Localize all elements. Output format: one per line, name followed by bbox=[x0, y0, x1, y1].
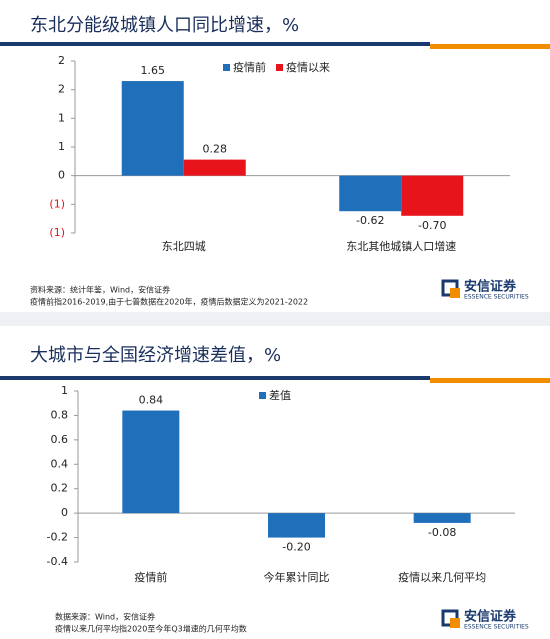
bar bbox=[401, 175, 464, 216]
legend-label: 疫情以来 bbox=[286, 60, 330, 74]
x-tick-label: 疫情前 bbox=[134, 570, 167, 584]
y-tick-label: -0.2 bbox=[47, 531, 68, 544]
y-tick-label: 0 bbox=[58, 169, 65, 182]
title-rule-accent bbox=[430, 44, 550, 49]
y-tick-label: 2 bbox=[58, 54, 65, 67]
logo-subtitle: ESSENCE SECURITIES bbox=[464, 294, 529, 301]
note: 疫情前指2016-2019,由于七普数据在2020年，疫情后数据定义为2021-… bbox=[30, 297, 308, 307]
legend-swatch bbox=[259, 392, 266, 399]
x-tick-label: 东北四城 bbox=[162, 240, 206, 253]
x-tick-label: 今年累计同比 bbox=[264, 570, 330, 584]
separator bbox=[0, 312, 550, 326]
chart-title: 东北分能级城镇人口同比增速，% bbox=[30, 15, 299, 36]
logo-icon bbox=[450, 618, 460, 628]
x-tick-label: 疫情以来几何平均 bbox=[398, 570, 486, 584]
data-label: -0.20 bbox=[282, 541, 310, 554]
y-tick-label: 0.4 bbox=[51, 457, 69, 470]
y-tick-label: 0.8 bbox=[51, 408, 69, 421]
legend-swatch bbox=[223, 64, 230, 71]
logo-icon bbox=[450, 288, 460, 298]
data-label: -0.08 bbox=[428, 526, 456, 539]
y-tick-label: -0.4 bbox=[47, 555, 68, 568]
y-tick-label: 0.6 bbox=[51, 433, 69, 446]
y-tick-label: 1 bbox=[61, 384, 68, 397]
note: 疫情以来几何平均指2020至今年Q3增速的几何平均数 bbox=[55, 624, 247, 634]
data-label: 0.84 bbox=[139, 394, 164, 407]
x-tick-label: 东北其他城镇人口增速 bbox=[346, 239, 456, 253]
title-rule-accent bbox=[430, 378, 550, 383]
y-tick-label: 0.2 bbox=[51, 482, 69, 495]
chart-title: 大城市与全国经济增速差值，% bbox=[30, 345, 281, 366]
data-label: 0.28 bbox=[203, 143, 228, 156]
y-tick-label: 1 bbox=[58, 111, 65, 124]
data-label: 1.65 bbox=[141, 64, 166, 77]
bar bbox=[268, 513, 325, 538]
title-rule bbox=[0, 376, 430, 380]
bar bbox=[121, 81, 184, 176]
legend-swatch bbox=[276, 64, 283, 71]
source: 资料来源：统计年鉴，Wind，安信证券 bbox=[30, 285, 170, 295]
y-tick-label: (1) bbox=[49, 197, 65, 210]
title-rule bbox=[0, 42, 430, 46]
bar bbox=[413, 513, 471, 523]
logo-name: 安信证券 bbox=[464, 609, 517, 625]
legend-label: 差值 bbox=[269, 388, 291, 402]
legend-label: 疫情前 bbox=[233, 60, 266, 74]
y-tick-label: 0 bbox=[61, 506, 68, 519]
data-label: -0.62 bbox=[356, 214, 384, 227]
y-tick-label: 2 bbox=[58, 83, 65, 96]
bar bbox=[183, 159, 246, 176]
source: 数据来源：Wind，安信证券 bbox=[55, 612, 155, 622]
logo-subtitle: ESSENCE SECURITIES bbox=[464, 624, 529, 631]
bar bbox=[122, 410, 180, 514]
bar bbox=[339, 175, 402, 212]
y-tick-label: 1 bbox=[58, 140, 65, 153]
logo-name: 安信证券 bbox=[464, 279, 517, 295]
y-tick-label: (1) bbox=[49, 226, 65, 239]
data-label: -0.70 bbox=[418, 219, 446, 232]
